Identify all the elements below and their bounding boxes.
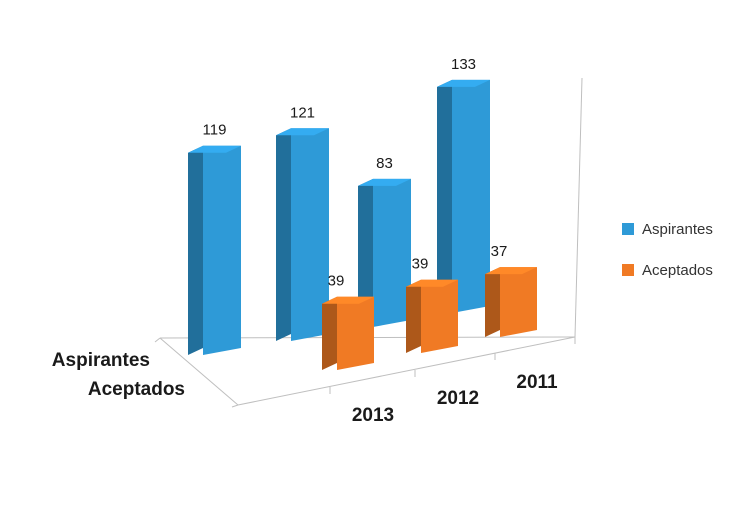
legend-label-aspirantes: Aspirantes <box>642 220 713 238</box>
bar-aspirantes-0-front <box>203 145 241 355</box>
x-tick-label-2012: 2012 <box>437 388 479 409</box>
bar-aceptados-2-side <box>485 267 500 337</box>
bar-aceptados-1-side <box>406 279 421 353</box>
bar-aspirantes-2-side <box>358 178 373 327</box>
floor-front-edge <box>237 336 576 406</box>
bar-aceptados-1-front <box>421 279 458 353</box>
floor-left-edge <box>159 337 239 406</box>
legend-label-aceptados: Aceptados <box>642 261 713 279</box>
x-tick-label-2011: 2011 <box>516 372 558 393</box>
data-label-aceptados-1: 39 <box>412 256 429 273</box>
bar-aspirantes-0-top <box>188 145 241 153</box>
bar-aceptados-0 <box>322 296 374 370</box>
bar-aceptados-1-top <box>406 279 458 287</box>
bar-aspirantes-3-side <box>437 79 452 314</box>
bar-aspirantes-3-top <box>437 79 490 87</box>
bar-aspirantes-2-top <box>358 178 411 186</box>
data-label-aspirantes-3: 133 <box>451 56 476 73</box>
legend-item-aspirantes: Aspirantes <box>622 218 747 240</box>
data-label-aceptados-0: 39 <box>328 273 345 290</box>
bar-aspirantes-1-side <box>276 128 291 341</box>
bar-aspirantes-0-side <box>188 145 203 355</box>
bar-aspirantes-2 <box>358 178 411 327</box>
bar-aspirantes-3 <box>437 79 490 314</box>
chart-labels: 119 121 83 133 39 39 37 2013 2012 2011 Aspirantes A… <box>52 56 558 426</box>
data-label-aspirantes-1: 121 <box>290 104 315 121</box>
floor-tick <box>154 337 161 343</box>
bar-aceptados-2 <box>485 267 537 337</box>
depth-label-aspirantes: Aspirantes <box>52 350 150 371</box>
bar-aspirantes-2-front <box>373 178 411 327</box>
data-label-aceptados-2: 37 <box>491 243 508 260</box>
bar-aspirantes-0 <box>188 145 241 355</box>
bar-aspirantes-1-top <box>276 128 329 136</box>
bar-aceptados-2-top <box>485 267 537 275</box>
data-label-aspirantes-2: 83 <box>376 155 393 172</box>
bar-aceptados-0-side <box>322 296 337 370</box>
bar-aceptados-1 <box>406 279 458 353</box>
legend-item-aceptados: Aceptados <box>622 259 747 281</box>
bar-aceptados-0-front <box>337 296 374 370</box>
bar-aspirantes-3-front <box>452 79 490 314</box>
data-label-aspirantes-0: 119 <box>203 122 227 139</box>
depth-label-aceptados: Aceptados <box>88 379 185 400</box>
back-vertical-axis <box>574 77 583 338</box>
legend-swatch-aceptados <box>622 264 634 276</box>
bar-aspirantes-1 <box>276 128 329 341</box>
bar-aceptados-0-top <box>322 296 374 304</box>
chart-legend: Aspirantes Aceptados <box>622 218 747 300</box>
chart-bars <box>188 79 537 370</box>
bar-aspirantes-1-front <box>291 128 329 341</box>
bar-aceptados-2-front <box>500 267 537 337</box>
floor-tick <box>231 404 239 408</box>
x-tick-label-2013: 2013 <box>352 405 394 426</box>
legend-swatch-aspirantes <box>622 223 634 235</box>
